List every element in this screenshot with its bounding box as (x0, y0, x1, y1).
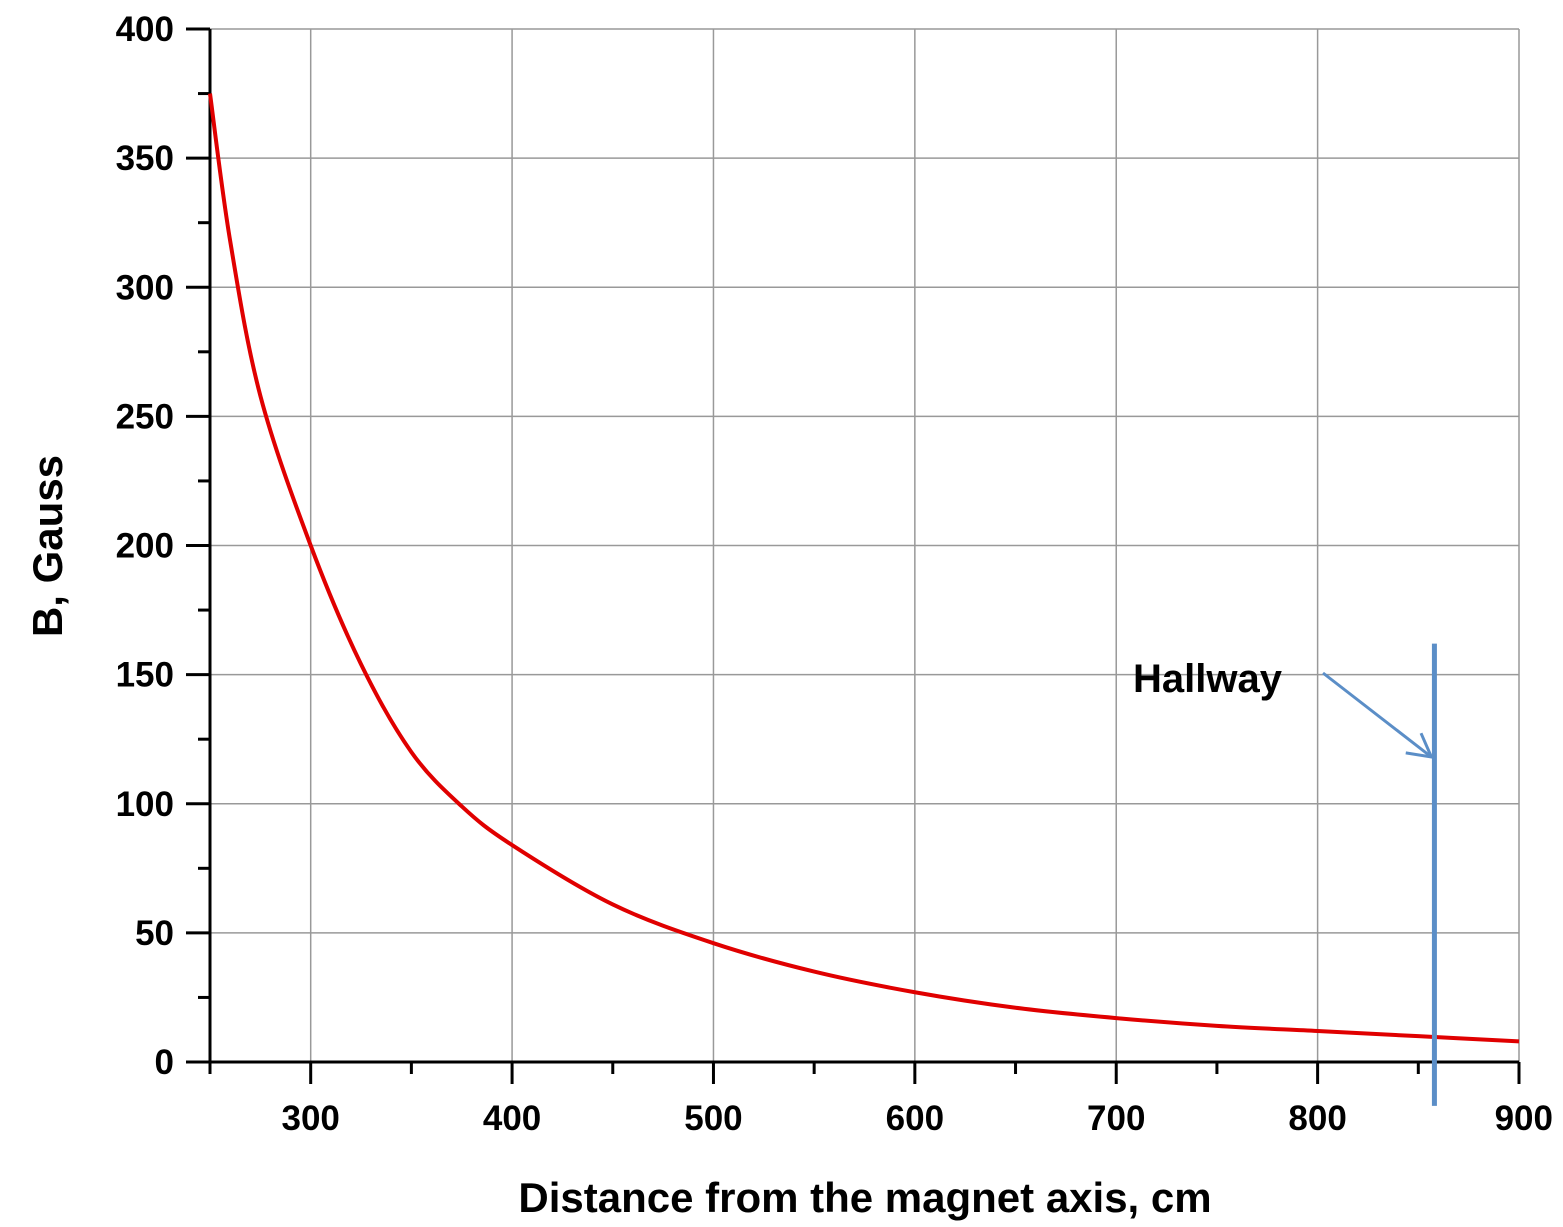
x-tick-label: 700 (1087, 1099, 1145, 1138)
hallway-label: Hallway (1133, 657, 1283, 701)
ticks: 0 50 100 150 200 250 300 350 400 300 400 500 600 700 8… (116, 10, 1553, 1138)
y-tick-label: 300 (116, 268, 174, 307)
y-tick-label: 150 (116, 656, 174, 695)
series (208, 93, 1520, 1044)
y-tick-label: 350 (116, 139, 174, 178)
x-tick-label: 900 (1495, 1099, 1553, 1138)
grid (210, 28, 1520, 1062)
y-tick-label: 250 (116, 397, 174, 436)
x-axis-title: Distance from the magnet axis, cm (518, 1174, 1211, 1221)
x-tick-label: 800 (1288, 1099, 1346, 1138)
y-tick-label: 100 (116, 785, 174, 824)
y-tick-label: 200 (116, 527, 174, 566)
x-tick-label: 600 (886, 1099, 944, 1138)
y-tick-label: 0 (155, 1043, 174, 1082)
hallway-arrow-head (1405, 732, 1434, 759)
x-tick-label: 500 (684, 1099, 742, 1138)
y-tick-label: 50 (135, 914, 174, 953)
x-tick-label: 400 (483, 1099, 541, 1138)
hallway-arrow-line (1322, 671, 1433, 759)
annotation: Hallway (1133, 643, 1437, 1106)
x-tick-label: 300 (281, 1099, 339, 1138)
y-axis-title: B, Gauss (24, 455, 71, 637)
field-curve (208, 93, 1520, 1044)
y-tick-label: 400 (116, 10, 174, 49)
